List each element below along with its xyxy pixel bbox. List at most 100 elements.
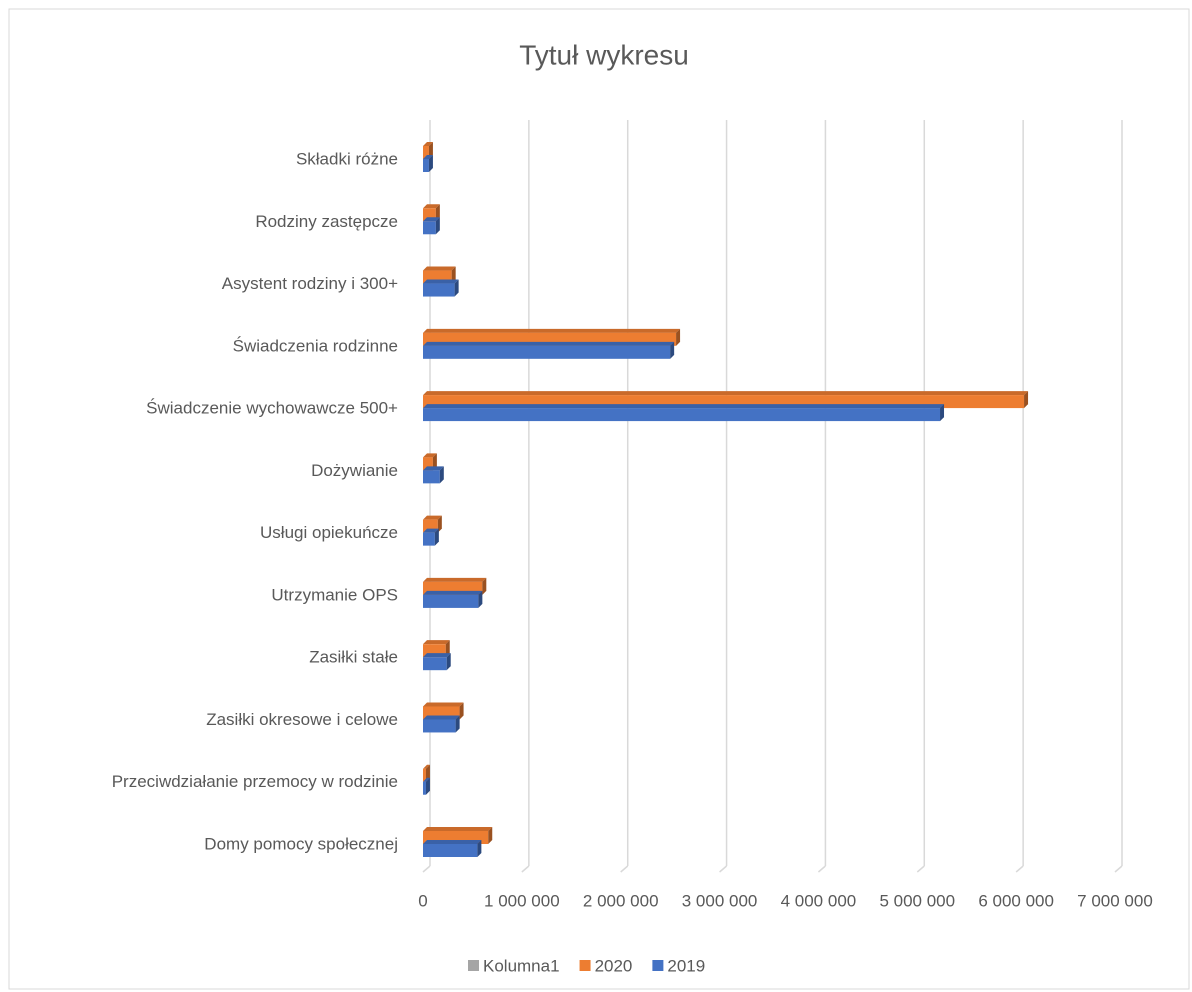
bar-side bbox=[455, 715, 460, 733]
bar-side bbox=[477, 840, 482, 857]
bar-top bbox=[423, 453, 437, 458]
x-tick-label: 7 000 000 bbox=[1077, 891, 1153, 910]
legend-label: 2019 bbox=[667, 956, 705, 975]
bar bbox=[423, 590, 483, 608]
bar-side bbox=[459, 702, 464, 720]
bar-top bbox=[423, 715, 460, 720]
x-tick-label: 6 000 000 bbox=[978, 891, 1054, 910]
bar bbox=[423, 715, 460, 733]
y-tick-label: Asystent rodziny i 300+ bbox=[222, 274, 398, 293]
legend-label: Kolumna1 bbox=[483, 956, 560, 975]
bar bbox=[423, 279, 459, 297]
bar-top bbox=[423, 155, 433, 159]
chart-border bbox=[8, 8, 1190, 990]
legend-swatch bbox=[468, 960, 479, 971]
bar-top bbox=[423, 528, 439, 533]
grid-line-floor bbox=[422, 865, 431, 873]
grid-line-floor bbox=[1015, 865, 1024, 873]
bar-side bbox=[432, 453, 437, 471]
bar-face bbox=[423, 470, 440, 484]
grid-line-floor bbox=[916, 865, 925, 873]
bar-face bbox=[423, 408, 941, 422]
bar bbox=[423, 528, 439, 546]
bar-top bbox=[423, 590, 483, 595]
bar-face bbox=[423, 159, 429, 172]
grid-line-floor bbox=[620, 865, 629, 873]
bar-top bbox=[423, 840, 482, 844]
bar-side bbox=[940, 404, 945, 422]
bar-side bbox=[425, 764, 430, 782]
x-tick-label: 5 000 000 bbox=[879, 891, 955, 910]
bar-side bbox=[488, 827, 493, 844]
y-tick-label: Przeciwdziałanie przemocy w rodzinie bbox=[112, 772, 398, 791]
bar-top bbox=[423, 777, 430, 782]
bar-face bbox=[423, 844, 478, 857]
bar-top bbox=[423, 279, 459, 284]
y-tick-label: Domy pomocy społecznej bbox=[204, 834, 398, 853]
x-tick-label: 2 000 000 bbox=[583, 891, 659, 910]
x-tick-label: 1 000 000 bbox=[484, 891, 560, 910]
bar bbox=[423, 404, 945, 422]
bar-top bbox=[423, 404, 945, 409]
y-tick-label: Dożywianie bbox=[311, 461, 398, 480]
y-tick-label: Utrzymanie OPS bbox=[271, 585, 398, 604]
bar-top bbox=[423, 142, 433, 146]
legend-swatch bbox=[579, 960, 591, 971]
bar-side bbox=[482, 577, 487, 595]
bar bbox=[423, 142, 433, 159]
x-tick-label: 4 000 000 bbox=[781, 891, 857, 910]
bar-side bbox=[439, 466, 444, 484]
x-tick-label: 0 bbox=[418, 891, 427, 910]
bar-side bbox=[451, 266, 456, 284]
bar-side bbox=[435, 217, 440, 235]
bar-top bbox=[423, 764, 430, 769]
bar-face bbox=[423, 457, 433, 471]
bar-top bbox=[423, 702, 464, 707]
bar-side bbox=[434, 528, 439, 546]
bar-top bbox=[423, 515, 442, 520]
bar-top bbox=[423, 328, 681, 333]
y-tick-label: Zasiłki stałe bbox=[309, 648, 398, 667]
grid-line-floor bbox=[719, 865, 728, 873]
bar-face bbox=[423, 146, 429, 159]
bar bbox=[423, 653, 451, 671]
bar-face bbox=[423, 345, 671, 359]
grid-line-floor bbox=[521, 865, 530, 873]
bar-face bbox=[423, 657, 447, 671]
bar bbox=[423, 453, 437, 471]
bar-side bbox=[1024, 391, 1029, 409]
y-tick-label: Zasiłki okresowe i celowe bbox=[206, 710, 398, 729]
bar bbox=[423, 840, 482, 857]
bar-face bbox=[423, 532, 435, 546]
bar-side bbox=[428, 155, 433, 172]
grid-line-floor bbox=[817, 865, 826, 873]
y-tick-label: Składki różne bbox=[296, 149, 398, 168]
x-tick-label: 3 000 000 bbox=[682, 891, 758, 910]
bar-side bbox=[478, 590, 483, 608]
bar-face bbox=[423, 768, 426, 782]
bar bbox=[423, 764, 430, 782]
bar-side bbox=[445, 640, 450, 658]
y-tick-label: Świadczenie wychowawcze 500+ bbox=[146, 399, 398, 418]
chart-title: Tytuł wykresu bbox=[519, 39, 689, 70]
legend-label: 2020 bbox=[595, 956, 633, 975]
grid-line-floor bbox=[1114, 865, 1123, 873]
bar-side bbox=[437, 515, 442, 533]
bar-top bbox=[423, 391, 1029, 396]
bar-face bbox=[423, 719, 456, 733]
bar-top bbox=[423, 827, 493, 831]
bar-face bbox=[423, 594, 479, 608]
bar bbox=[423, 217, 440, 235]
bar bbox=[423, 155, 433, 172]
bar-side bbox=[435, 204, 440, 222]
bar-side bbox=[670, 341, 675, 359]
bar-face bbox=[423, 221, 436, 235]
bar bbox=[423, 466, 444, 484]
bar-side bbox=[676, 328, 681, 346]
bar-top bbox=[423, 217, 440, 222]
bar-top bbox=[423, 266, 456, 271]
bar-top bbox=[423, 204, 440, 209]
legend-swatch bbox=[652, 960, 664, 971]
bar-side bbox=[425, 777, 430, 795]
bar-face bbox=[423, 781, 426, 795]
